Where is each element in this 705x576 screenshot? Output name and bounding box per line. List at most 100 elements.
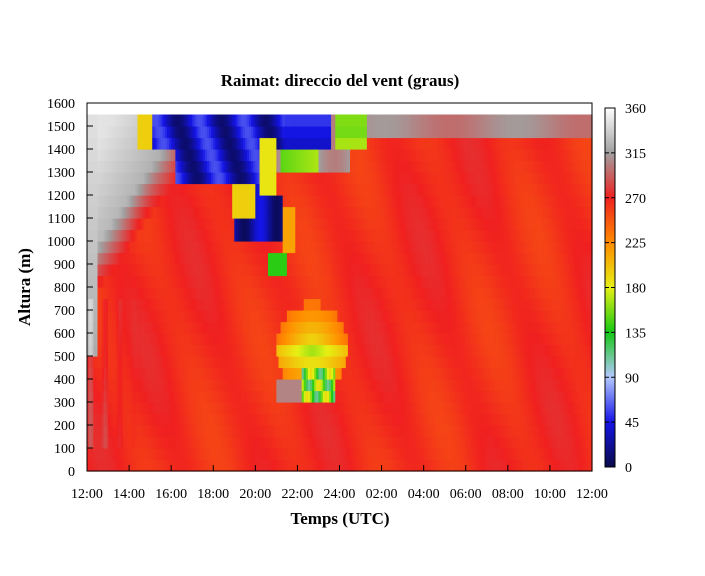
heatmap-cell [299, 206, 303, 219]
heatmap-cell [120, 137, 124, 150]
heatmap-cell [339, 149, 343, 162]
heatmap-cell [105, 390, 109, 403]
heatmap-cell [101, 298, 105, 311]
heatmap-cell [91, 218, 94, 231]
heatmap-cell [417, 275, 421, 288]
heatmap-cell [352, 218, 355, 231]
heatmap-cell [413, 459, 416, 472]
heatmap-cell [377, 126, 381, 139]
heatmap-cell [272, 298, 275, 311]
heatmap-cell [337, 287, 341, 300]
heatmap-cell [375, 436, 378, 449]
heatmap-cell [164, 436, 168, 449]
heatmap-cell [371, 436, 374, 449]
heatmap-cell [406, 114, 410, 127]
heatmap-cell [419, 402, 423, 415]
heatmap-cell [335, 126, 338, 139]
heatmap-cell [390, 310, 393, 323]
heatmap-cell [152, 229, 155, 242]
heatmap-cell [206, 321, 210, 334]
heatmap-cell [139, 160, 143, 173]
heatmap-cell [223, 356, 227, 369]
heatmap-cell [126, 356, 130, 369]
heatmap-cell [118, 459, 122, 472]
heatmap-cell [95, 195, 99, 208]
heatmap-cell [423, 229, 427, 242]
heatmap-cell [404, 459, 408, 472]
heatmap-cell [234, 379, 237, 392]
heatmap-cell [396, 114, 400, 127]
heatmap-cell [126, 183, 130, 196]
heatmap-cell [347, 137, 351, 150]
heatmap-cell [196, 183, 200, 196]
heatmap-cell [402, 367, 406, 380]
heatmap-cell [385, 241, 389, 254]
heatmap-cell [148, 206, 151, 219]
heatmap-cell [126, 344, 130, 357]
heatmap-cell [158, 114, 162, 127]
heatmap-cell [289, 379, 292, 392]
heatmap-cell [156, 275, 160, 288]
heatmap-cell [385, 425, 389, 438]
heatmap-cell [188, 425, 191, 438]
heatmap-cell [366, 425, 370, 438]
heatmap-cell [316, 425, 320, 438]
heatmap-cell [253, 390, 256, 403]
heatmap-cell [171, 379, 174, 392]
heatmap-cell [105, 160, 109, 173]
heatmap-cell [379, 459, 383, 472]
heatmap-cell [143, 402, 147, 415]
heatmap-cell [322, 287, 326, 300]
heatmap-cell [251, 264, 254, 277]
heatmap-cell [217, 333, 221, 346]
heatmap-cell [179, 367, 183, 380]
heatmap-cell [341, 252, 345, 265]
heatmap-cell [116, 321, 120, 334]
heatmap-cell [259, 413, 263, 426]
heatmap-cell [135, 333, 139, 346]
heatmap-cell [347, 448, 351, 461]
heatmap-cell [204, 160, 208, 173]
heatmap-cell [307, 367, 311, 380]
heatmap-cell [310, 275, 313, 288]
heatmap-cell [150, 218, 153, 231]
heatmap-cell [310, 264, 313, 277]
heatmap-cell [162, 390, 166, 403]
heatmap-cell [293, 344, 296, 357]
heatmap-cell [156, 195, 160, 208]
heatmap-cell [118, 310, 122, 323]
heatmap-cell [352, 241, 355, 254]
heatmap-cell [219, 183, 223, 196]
heatmap-cell [406, 229, 410, 242]
heatmap-cell [188, 183, 191, 196]
heatmap-cell [375, 367, 378, 380]
heatmap-cell [398, 229, 402, 242]
heatmap-cell [183, 333, 187, 346]
heatmap-cell [373, 264, 376, 277]
heatmap-cell [223, 172, 227, 185]
heatmap-cell [171, 356, 174, 369]
heatmap-cell [261, 310, 265, 323]
heatmap-cell [206, 436, 210, 449]
heatmap-cell [230, 287, 233, 300]
heatmap-cell [143, 206, 147, 219]
heatmap-cell [126, 459, 130, 472]
heatmap-cell [286, 275, 290, 288]
heatmap-cell [270, 287, 273, 300]
heatmap-cell [339, 229, 343, 242]
heatmap-cell [267, 344, 271, 357]
heatmap-cell [133, 402, 136, 415]
heatmap-cell [406, 390, 410, 403]
heatmap-cell [362, 149, 366, 162]
heatmap-cell [246, 149, 250, 162]
heatmap-cell [175, 252, 179, 265]
heatmap-cell [354, 459, 357, 472]
heatmap-cell [263, 321, 267, 334]
heatmap-cell [381, 195, 385, 208]
heatmap-cell [301, 310, 305, 323]
heatmap-cell [364, 321, 368, 334]
heatmap-cell [383, 321, 387, 334]
heatmap-cell [158, 356, 162, 369]
heatmap-cell [238, 448, 242, 461]
heatmap-cell [360, 126, 364, 139]
